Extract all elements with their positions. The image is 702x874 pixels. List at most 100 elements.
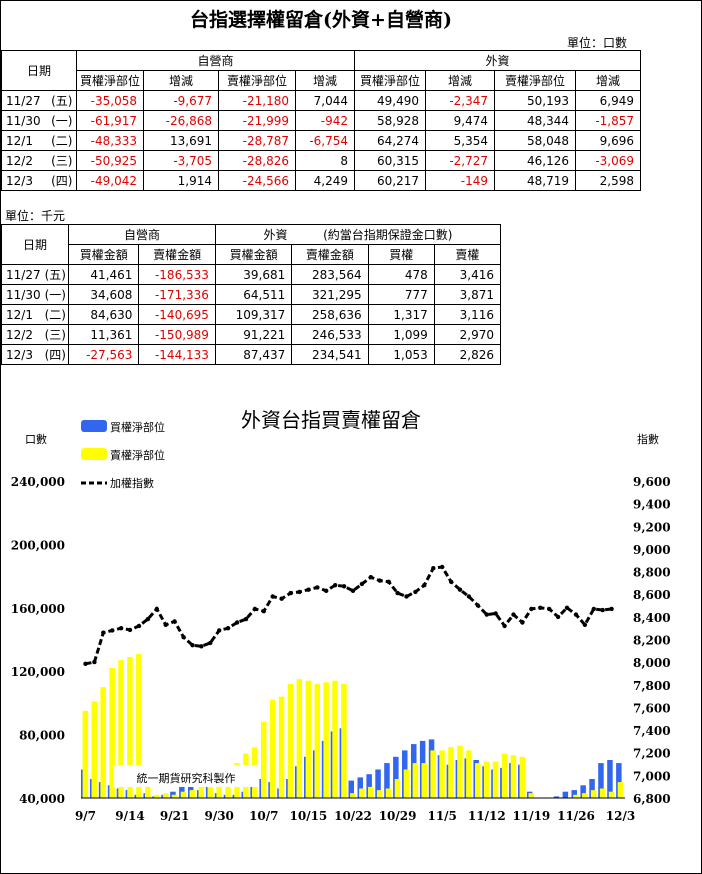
index-line bbox=[85, 565, 612, 666]
put-bar bbox=[350, 793, 356, 798]
unit-label-contracts: 單位：口數 bbox=[567, 36, 628, 50]
table-cell: 6,949 bbox=[575, 90, 641, 111]
put-bar bbox=[510, 755, 517, 798]
table-cell: 50,193 bbox=[494, 90, 576, 111]
table-cell: 48,344 bbox=[494, 110, 576, 131]
put-bar bbox=[403, 769, 410, 798]
column-header: 賣權 bbox=[433, 244, 502, 265]
table-cell: 258,636 bbox=[291, 304, 369, 325]
x-tick-label: 9/21 bbox=[160, 809, 189, 823]
put-bar bbox=[617, 782, 624, 798]
put-bar bbox=[359, 788, 365, 798]
index-point bbox=[154, 606, 159, 612]
table-cell: -2,727 bbox=[425, 150, 495, 171]
table-cell: 39,681 bbox=[214, 264, 293, 285]
column-header: 買權金額 bbox=[214, 244, 293, 265]
index-point bbox=[413, 589, 418, 595]
table-cell: 34,608 bbox=[67, 284, 140, 305]
index-point bbox=[208, 640, 213, 646]
index-point bbox=[350, 588, 356, 593]
index-point bbox=[529, 606, 534, 612]
date-header: 日期 bbox=[1, 50, 77, 91]
x-tick-label: 10/22 bbox=[334, 809, 372, 823]
watermark-text: 統一期貨研究科製作 bbox=[137, 771, 236, 785]
index-point bbox=[493, 611, 498, 616]
y2-tick-label: 7,200 bbox=[633, 747, 671, 761]
table-cell: -942 bbox=[295, 110, 355, 131]
row-weekday: (一) bbox=[42, 284, 69, 305]
foreign-group-header: 外資 (約當台指期保證金口數) bbox=[214, 224, 502, 245]
table-cell: 58,048 bbox=[494, 130, 576, 151]
table-row: 12/3 (四) -49,042 1,914 -24,566 4,249 60,217 -14… bbox=[0, 170, 641, 191]
put-bar bbox=[332, 680, 338, 798]
dealer-group-header: 自營商 bbox=[67, 224, 216, 245]
call-bar bbox=[366, 774, 372, 798]
y2-tick-label: 7,400 bbox=[633, 724, 671, 738]
put-bar bbox=[127, 656, 133, 798]
table-cell: 9,474 bbox=[425, 110, 495, 131]
put-bar bbox=[171, 794, 178, 798]
y2-tick-label: 9,200 bbox=[633, 520, 671, 534]
index-point bbox=[279, 596, 284, 601]
call-bar bbox=[589, 779, 595, 798]
index-point bbox=[270, 594, 275, 599]
call-bar bbox=[393, 756, 399, 798]
call-bar bbox=[375, 769, 381, 798]
index-point bbox=[511, 612, 516, 617]
table-row: 12/1 (二) 84,630 -140,695 109,317 258,636 1,317… bbox=[0, 304, 502, 325]
put-bar bbox=[305, 680, 312, 798]
table-row: 11/30 (一) -61,917 -26,868 -21,999 -942 58,928 9… bbox=[0, 110, 641, 131]
amounts-table: 日期 自營商 外資 (約當台指期保證金口數) 買權金額 賣權金額 買權金額 賣權金額買… bbox=[0, 224, 502, 365]
put-bar bbox=[136, 653, 142, 798]
row-date: 12/2 bbox=[0, 150, 48, 171]
put-bar bbox=[466, 750, 472, 798]
table-cell: 7,044 bbox=[295, 90, 355, 111]
put-bar bbox=[162, 793, 169, 798]
index-point bbox=[404, 594, 409, 599]
column-header: 買權 bbox=[367, 244, 435, 265]
y2-tick-label: 9,000 bbox=[633, 543, 671, 557]
x-tick-label: 12/3 bbox=[606, 809, 635, 823]
column-header: 增減 bbox=[295, 70, 355, 91]
x-tick-label: 9/7 bbox=[75, 809, 96, 823]
table-row: 12/1 (二) -48,333 13,691 -28,787 -6,754 64,274 5… bbox=[0, 130, 641, 151]
index-point bbox=[288, 590, 293, 596]
row-weekday: (二) bbox=[42, 304, 69, 325]
put-bar bbox=[109, 668, 115, 798]
call-bar bbox=[571, 790, 577, 798]
table-cell: 2,598 bbox=[575, 170, 641, 191]
index-point bbox=[457, 587, 463, 592]
index-point bbox=[118, 626, 124, 631]
index-point bbox=[609, 606, 614, 612]
put-bar bbox=[118, 660, 124, 798]
table-cell: -27,563 bbox=[67, 344, 140, 365]
index-point bbox=[136, 623, 142, 629]
y2-tick-label: 8,800 bbox=[633, 566, 671, 580]
foreign-group-header: 外資 bbox=[354, 50, 641, 71]
foreign-label: 外資 bbox=[263, 228, 288, 242]
row-weekday: (五) bbox=[42, 264, 69, 285]
table-cell: 49,490 bbox=[354, 90, 426, 111]
table-cell: 1,317 bbox=[367, 304, 435, 325]
page-title: 台指選擇權留倉(外資+自營商) bbox=[190, 9, 452, 31]
y2-tick-label: 7,800 bbox=[633, 679, 671, 693]
row-weekday: (一) bbox=[47, 110, 77, 131]
unit-label-amount: 單位：千元 bbox=[5, 209, 66, 223]
call-bar bbox=[553, 796, 560, 798]
table-row: 12/3 (四) -27,563 -144,133 87,437 234,541 1,053… bbox=[0, 344, 502, 365]
index-point bbox=[181, 635, 186, 640]
table-cell: 41,461 bbox=[67, 264, 140, 285]
y2-tick-label: 8,200 bbox=[633, 634, 671, 648]
put-bar bbox=[278, 696, 285, 798]
call-bar bbox=[616, 763, 622, 798]
table-cell: 2,826 bbox=[433, 344, 502, 365]
index-point bbox=[359, 581, 365, 587]
table-cell: 3,116 bbox=[433, 304, 502, 325]
put-bar bbox=[430, 750, 436, 798]
index-point bbox=[333, 583, 338, 588]
x-tick-label: 10/15 bbox=[290, 809, 328, 823]
row-date: 12/2 bbox=[0, 324, 43, 345]
put-bar bbox=[590, 790, 597, 798]
table-row: 11/27 (五) -35,058 -9,677 -21,180 7,044 49,490-… bbox=[0, 90, 641, 111]
table-cell: 1,099 bbox=[367, 324, 435, 345]
